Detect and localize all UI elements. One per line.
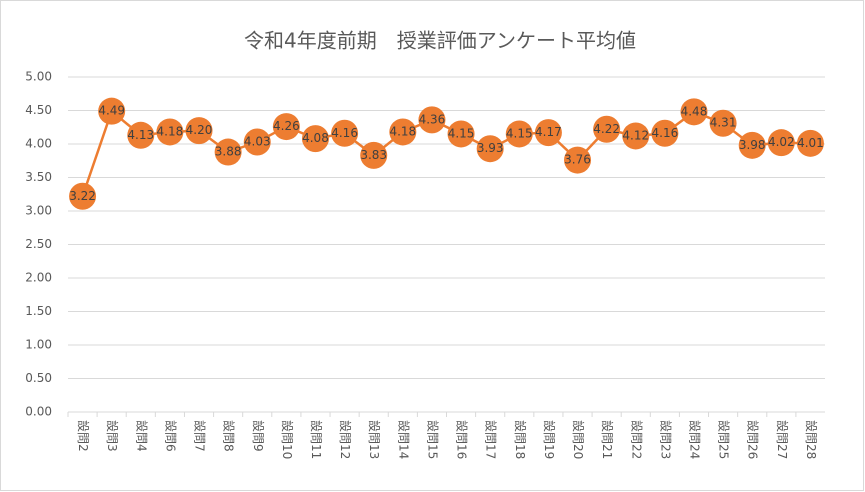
y-tick-label: 0.50 xyxy=(25,371,52,385)
data-label: 3.88 xyxy=(215,145,242,159)
x-tick-label: 設問24 xyxy=(687,420,702,459)
x-tick-label: 設問2 xyxy=(76,420,91,452)
marker xyxy=(389,118,417,146)
y-tick-label: 2.50 xyxy=(25,237,52,251)
data-label: 4.16 xyxy=(331,126,358,140)
y-tick-label: 2.00 xyxy=(25,271,52,285)
data-label: 4.13 xyxy=(127,128,154,142)
data-label: 4.18 xyxy=(389,124,416,138)
marker xyxy=(418,106,446,134)
x-tick-label: 設問28 xyxy=(804,420,819,459)
marker xyxy=(360,141,388,169)
data-label: 4.22 xyxy=(593,122,620,136)
y-tick-label: 5.00 xyxy=(25,70,52,84)
marker xyxy=(534,119,562,147)
marker xyxy=(214,138,242,166)
y-tick-label: 1.50 xyxy=(25,304,52,318)
data-label: 4.36 xyxy=(419,112,446,126)
marker xyxy=(796,129,824,157)
marker xyxy=(680,98,708,126)
y-tick-label: 0.00 xyxy=(25,405,52,419)
data-label: 3.76 xyxy=(564,153,591,167)
marker xyxy=(622,122,650,150)
data-label: 3.93 xyxy=(477,141,504,155)
x-tick-label: 設問13 xyxy=(367,420,382,459)
x-tick-label: 設問15 xyxy=(425,420,440,459)
x-tick-label: 設問22 xyxy=(629,420,644,459)
marker xyxy=(156,118,184,146)
data-label: 3.22 xyxy=(69,189,96,203)
marker xyxy=(69,182,97,210)
x-tick-label: 設問3 xyxy=(105,420,120,452)
y-tick-label: 4.00 xyxy=(25,137,52,151)
marker xyxy=(331,119,359,147)
x-tick-label: 設問9 xyxy=(251,420,266,452)
x-tick-label: 設問17 xyxy=(484,420,499,459)
data-label: 4.31 xyxy=(710,116,737,130)
y-tick-label: 3.50 xyxy=(25,170,52,184)
data-label: 4.17 xyxy=(535,125,562,139)
x-tick-label: 設問20 xyxy=(571,420,586,459)
x-tick-label: 設問27 xyxy=(775,420,790,459)
marker xyxy=(98,97,126,125)
x-tick-label: 設問18 xyxy=(513,420,528,459)
data-label: 3.83 xyxy=(360,148,387,162)
x-tick-label: 設問8 xyxy=(222,420,237,452)
data-label: 4.02 xyxy=(768,135,795,149)
marker xyxy=(301,125,329,153)
data-label: 4.15 xyxy=(506,126,533,140)
marker xyxy=(564,146,592,174)
x-tick-label: 設問16 xyxy=(455,420,470,459)
chart-title: 令和4年度前期 授業評価アンケート平均値 xyxy=(244,29,636,53)
y-tick-label: 1.00 xyxy=(25,338,52,352)
x-tick-label: 設問25 xyxy=(717,420,732,459)
x-tick-label: 設問26 xyxy=(746,420,761,459)
marker xyxy=(185,117,213,145)
marker xyxy=(127,121,155,149)
data-label: 4.03 xyxy=(244,134,271,148)
data-label: 3.98 xyxy=(739,138,766,152)
data-label: 4.26 xyxy=(273,119,300,133)
marker xyxy=(709,109,737,137)
marker xyxy=(738,131,766,159)
marker xyxy=(476,135,504,163)
marker xyxy=(272,113,300,141)
data-label: 4.16 xyxy=(652,126,679,140)
data-label: 4.20 xyxy=(186,123,213,137)
x-tick-label: 設問6 xyxy=(163,420,178,452)
marker xyxy=(767,129,795,157)
x-tick-label: 設問12 xyxy=(338,420,353,459)
marker xyxy=(505,120,533,148)
x-tick-label: 設問19 xyxy=(542,420,557,459)
x-tick-label: 設問21 xyxy=(600,420,615,459)
x-tick-label: 設問14 xyxy=(396,420,411,459)
x-tick-label: 設問4 xyxy=(134,420,149,452)
y-tick-label: 3.00 xyxy=(25,204,52,218)
data-label: 4.48 xyxy=(681,104,708,118)
x-tick-label: 設問23 xyxy=(658,420,673,459)
y-tick-label: 4.50 xyxy=(25,103,52,117)
marker xyxy=(651,119,679,147)
data-label: 4.12 xyxy=(622,128,649,142)
x-tick-label: 設問11 xyxy=(309,420,324,459)
data-label: 4.01 xyxy=(797,136,824,150)
data-label: 4.49 xyxy=(98,104,125,118)
marker xyxy=(243,128,271,156)
marker xyxy=(593,115,621,143)
x-tick-label: 設問10 xyxy=(280,420,295,459)
x-tick-label: 設問7 xyxy=(193,420,208,452)
data-label: 4.15 xyxy=(448,126,475,140)
data-label: 4.18 xyxy=(157,124,184,138)
marker xyxy=(447,120,475,148)
data-label: 4.08 xyxy=(302,131,329,145)
